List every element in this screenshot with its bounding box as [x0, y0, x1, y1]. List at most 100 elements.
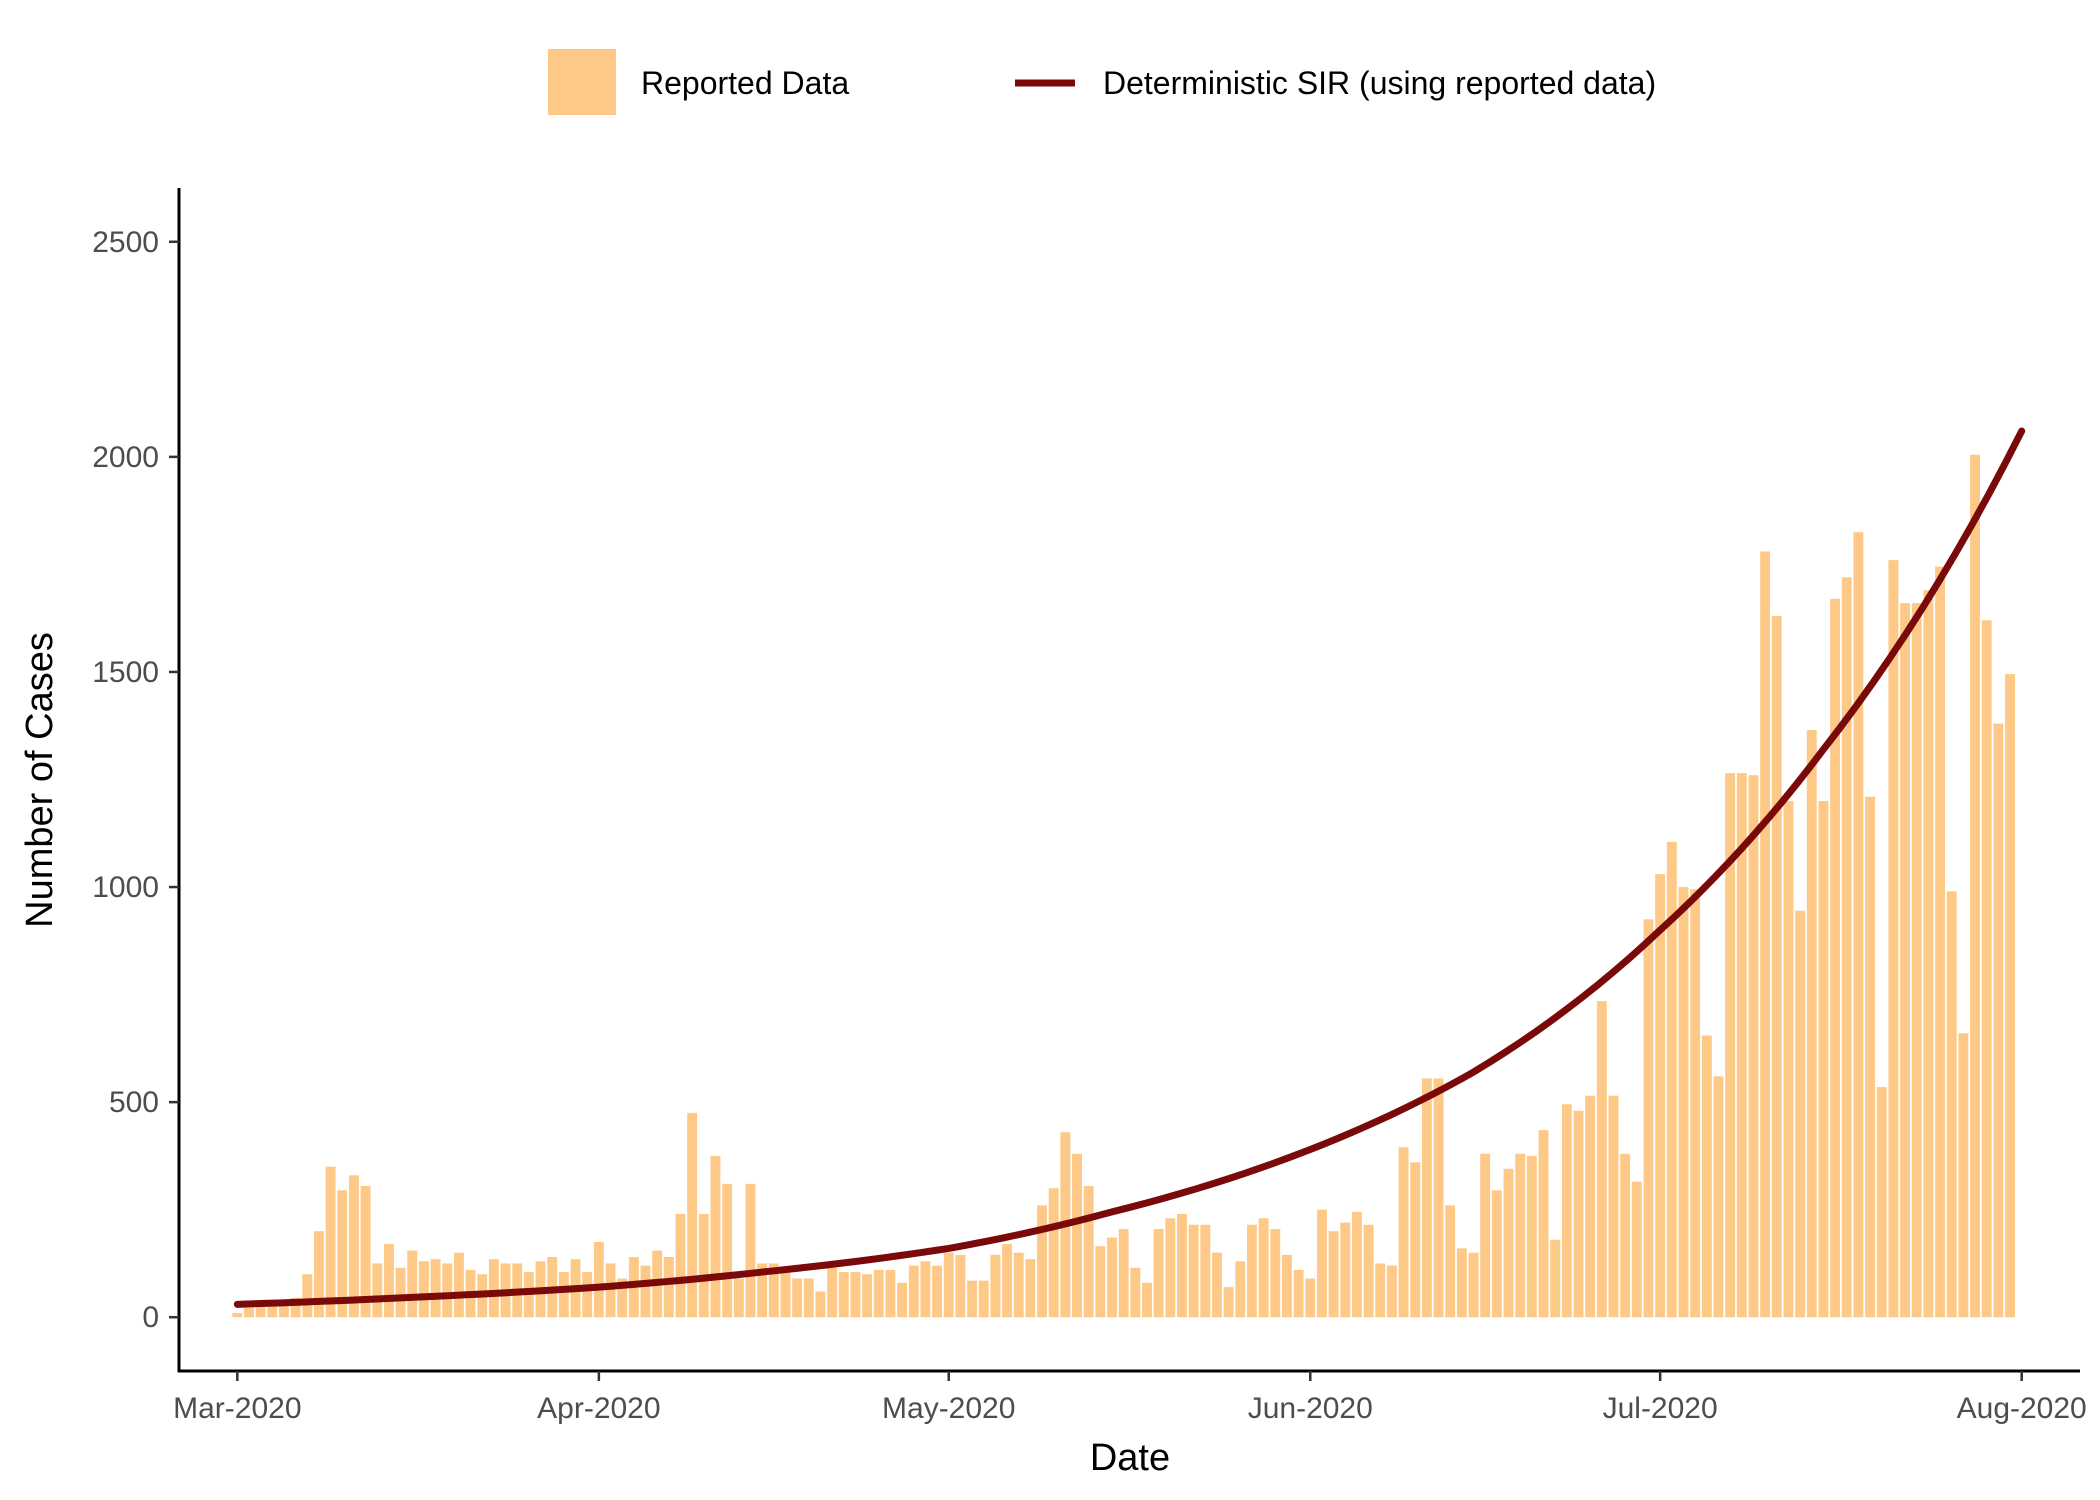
bar	[1515, 1153, 1526, 1318]
bar	[978, 1280, 989, 1318]
bar	[710, 1155, 721, 1318]
bar	[1118, 1229, 1129, 1318]
bar	[418, 1261, 429, 1318]
bar	[1002, 1244, 1012, 1318]
axes: 0 500 1000 1500 2000 2500 Mar-2020 Apr-2020 May…	[92, 188, 2087, 1425]
y-tick-label: 2500	[92, 226, 159, 259]
bar	[453, 1252, 464, 1318]
bar	[1235, 1261, 1246, 1318]
bar	[1701, 1035, 1712, 1318]
x-tick-label: Mar-2020	[173, 1392, 301, 1425]
bar	[1713, 1076, 1724, 1318]
bar	[1760, 551, 1771, 1318]
bar	[990, 1254, 1001, 1318]
bar	[1445, 1205, 1456, 1318]
bar	[244, 1307, 254, 1318]
bar	[395, 1267, 406, 1318]
bar	[1841, 577, 1852, 1318]
bar	[605, 1263, 616, 1318]
bar	[675, 1213, 686, 1318]
bar	[1305, 1278, 1316, 1318]
bar	[325, 1166, 336, 1318]
bar	[1655, 874, 1666, 1318]
bar	[442, 1263, 453, 1318]
bar	[2005, 674, 2015, 1318]
bar	[897, 1282, 908, 1318]
bar	[885, 1269, 896, 1318]
y-tick-label: 1000	[92, 871, 159, 904]
bar	[372, 1263, 383, 1318]
bar	[815, 1291, 826, 1318]
bar	[687, 1112, 698, 1318]
bar	[1037, 1205, 1047, 1318]
bar	[1491, 1190, 1502, 1318]
x-tick-label: Aug-2020	[1957, 1392, 2087, 1425]
bar	[640, 1265, 651, 1318]
bar	[1293, 1269, 1304, 1318]
bar	[1351, 1211, 1362, 1318]
bar	[838, 1272, 849, 1318]
bar	[1410, 1162, 1421, 1318]
bar	[1048, 1188, 1059, 1318]
bar	[1608, 1095, 1619, 1318]
bar	[1550, 1239, 1561, 1318]
bar	[1900, 603, 1911, 1318]
bar	[488, 1259, 499, 1318]
bar	[1783, 801, 1794, 1318]
bar	[827, 1267, 838, 1318]
bar	[1328, 1231, 1339, 1318]
bar	[582, 1272, 593, 1318]
bar	[1946, 891, 1957, 1318]
bar	[558, 1272, 569, 1318]
bar	[1620, 1153, 1631, 1318]
bar	[873, 1269, 884, 1318]
bar	[1993, 723, 2004, 1318]
bar	[313, 1231, 324, 1318]
bar	[663, 1257, 674, 1318]
bar	[768, 1263, 779, 1318]
bar	[1142, 1282, 1152, 1318]
bar	[1188, 1224, 1199, 1318]
bar	[955, 1254, 966, 1318]
bar	[745, 1183, 756, 1318]
bar	[1386, 1265, 1397, 1318]
x-tick-label: Apr-2020	[537, 1392, 660, 1425]
bar	[290, 1297, 301, 1318]
bar	[1363, 1224, 1374, 1318]
bar	[1130, 1267, 1141, 1318]
bar	[1561, 1104, 1572, 1318]
bar	[1818, 801, 1829, 1318]
bar	[1433, 1078, 1444, 1318]
bar	[360, 1186, 371, 1318]
bar	[1806, 730, 1817, 1318]
legend-swatch-reported-data	[548, 49, 616, 115]
bar	[1923, 590, 1934, 1318]
bar	[1153, 1229, 1164, 1318]
x-tick-label: Jun-2020	[1248, 1392, 1373, 1425]
bar	[593, 1241, 604, 1318]
bar	[1340, 1222, 1351, 1318]
bar	[1025, 1259, 1036, 1318]
bar	[407, 1250, 418, 1318]
bar	[733, 1278, 744, 1318]
bar	[1316, 1209, 1327, 1318]
bar	[1643, 919, 1654, 1318]
bar	[383, 1244, 394, 1318]
bar	[267, 1302, 278, 1318]
bar	[757, 1263, 768, 1318]
bar	[1398, 1147, 1409, 1318]
bar	[792, 1278, 803, 1318]
bar	[698, 1213, 709, 1318]
y-axis-ticks: 0 500 1000 1500 2000 2500	[92, 226, 179, 1334]
bar	[1083, 1186, 1094, 1318]
bar	[722, 1183, 733, 1318]
x-tick-label: Jul-2020	[1603, 1392, 1718, 1425]
y-tick-label: 2000	[92, 441, 159, 474]
bar	[1095, 1246, 1106, 1318]
bar	[862, 1274, 873, 1318]
bar	[232, 1312, 243, 1318]
bar	[255, 1306, 266, 1318]
line-series-deterministic-sir	[233, 427, 2026, 1308]
bar	[1281, 1254, 1292, 1318]
